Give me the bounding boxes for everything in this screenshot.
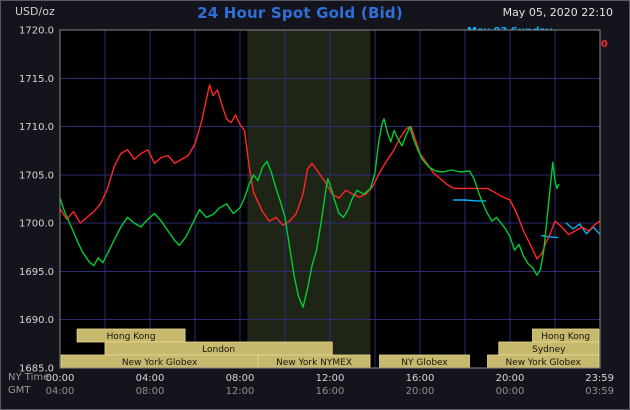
x-tick-ny: 20:00 [496,373,525,384]
y-axis-labels: 1720.0 1715.0 1710.0 1705.0 1700.0 1695.0 1690… [19,26,54,375]
x-tick-gmt: 08:00 [136,386,165,397]
session-label: NY Globex [401,358,448,368]
grid-lines [60,30,600,368]
y-tick-label: 1710.0 [19,122,54,133]
y-tick-label: 1700.0 [19,219,54,230]
series-may-04 [59,84,601,260]
nymex-session-band [247,30,371,368]
session-label: Sydney [532,345,566,355]
x-tick-ny: 16:00 [406,373,435,384]
y-tick-label: 1685.0 [19,364,54,375]
session-bars: Hong Kong Hong Kong London Sydney New York G… [60,328,600,369]
x-tick-gmt: 20:00 [406,386,435,397]
x-tick-ny: 08:00 [226,373,255,384]
x-tick-ny: 00:00 [46,373,75,384]
series-may-05 [59,118,560,308]
x-axis-labels: 00:00 04:00 04:00 08:00 08:00 12:00 12:00 16:00… [46,373,614,397]
y-tick-label: 1705.0 [19,170,54,181]
gmt-axis-label: GMT [8,385,31,396]
session-label: London [202,345,235,355]
plot-border [59,29,601,369]
x-tick-gmt: 04:00 [46,386,75,397]
x-tick-ny: 23:59 [585,373,614,384]
price-units-label: USD/oz [15,5,55,18]
x-tick-gmt: 16:00 [316,386,345,397]
y-tick-label: 1715.0 [19,74,54,85]
session-label: Hong Kong [541,332,590,342]
x-tick-gmt: 12:00 [226,386,255,397]
ny-time-axis-label: NY Time [8,372,50,383]
series-may-03-sunday [453,199,486,202]
x-tick-ny: 04:00 [136,373,165,384]
y-tick-label: 1695.0 [19,267,54,278]
y-tick-label: 1720.0 [19,26,54,37]
x-tick-gmt: 03:59 [585,386,614,397]
series-lines [59,84,601,308]
x-tick-ny: 12:00 [316,373,345,384]
chart-datetime: May 05, 2020 22:10 [502,6,613,19]
x-tick-gmt: 00:00 [496,386,525,397]
y-tick-label: 1690.0 [19,315,54,326]
session-label: New York NYMEX [276,358,352,368]
chart-title: 24 Hour Spot Gold (Bid) [197,4,403,22]
session-label: New York Globex [505,358,581,368]
session-label: New York Globex [122,358,198,368]
series-may-03-sunday [565,222,601,235]
session-label: Hong Kong [107,332,156,342]
